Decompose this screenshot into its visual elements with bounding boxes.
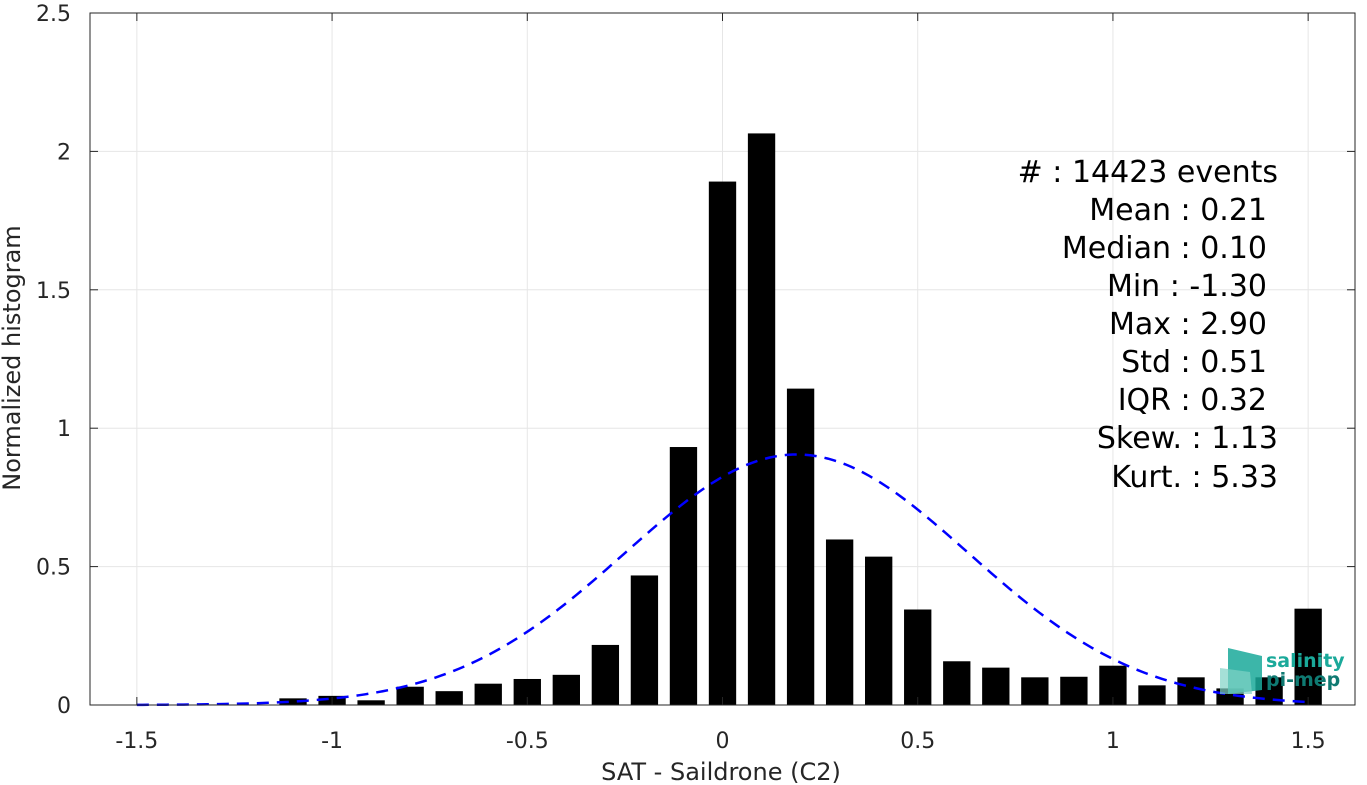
x-tick-label-4: 0.5 — [900, 729, 935, 754]
stats-box: # : 14423 events Mean : 0.21 Median : 0.… — [1018, 155, 1278, 495]
axis-ticks — [90, 12, 1355, 706]
y-axis-title: Normalized histogram — [0, 225, 26, 490]
histogram-bar-15 — [708, 181, 737, 706]
salinity-pimep-logo: salinity pi-mep — [1220, 648, 1345, 694]
histogram-bar-6 — [357, 700, 385, 705]
x-axis-title: SAT - Saildrone (C2) — [601, 758, 841, 785]
histogram-bar-26 — [1138, 685, 1166, 705]
histogram-bar-30 — [1294, 608, 1322, 705]
histogram-bar-21 — [943, 661, 971, 705]
histogram-bar-16 — [747, 133, 776, 705]
histogram-bar-19 — [865, 556, 893, 705]
histogram-bar-7 — [396, 686, 424, 705]
y-tick-labels: 0 0.5 1 1.5 2 2.5 — [36, 2, 71, 719]
y-tick-label-2: 1 — [57, 417, 71, 442]
stat-max: Max : 2.90 — [1109, 307, 1267, 342]
stat-kurt: Kurt. : 5.33 — [1111, 460, 1278, 495]
y-tick-label-5: 2.5 — [36, 2, 71, 27]
histogram-bar-14 — [669, 447, 698, 705]
histogram-bar-27 — [1177, 677, 1205, 705]
stat-median: Median : 0.10 — [1062, 231, 1267, 266]
logo-wave-shape-light — [1220, 668, 1252, 694]
histogram-bar-18 — [825, 539, 854, 705]
histogram-bar-22 — [982, 667, 1010, 705]
stat-iqr: IQR : 0.32 — [1118, 383, 1267, 418]
histogram-bar-13 — [630, 575, 659, 705]
histogram-bar-23 — [1021, 677, 1049, 705]
x-tick-label-6: 1.5 — [1291, 729, 1326, 754]
x-tick-labels: -1.5 -1 -0.5 0 0.5 1 1.5 — [115, 729, 1325, 754]
histogram-bar-20 — [904, 609, 932, 705]
histogram-bar-24 — [1060, 676, 1088, 705]
x-tick-label-2: -0.5 — [506, 729, 549, 754]
stat-mean: Mean : 0.21 — [1089, 193, 1267, 228]
histogram-bar-12 — [591, 644, 620, 705]
y-tick-label-1: 0.5 — [36, 556, 71, 581]
histogram-bar-4 — [279, 698, 307, 705]
logo-text-pimep: pi-mep — [1266, 669, 1340, 691]
stat-std: Std : 0.51 — [1121, 345, 1267, 380]
y-tick-label-0: 0 — [57, 694, 71, 719]
x-tick-label-3: 0 — [716, 729, 730, 754]
x-tick-label-0: -1.5 — [115, 729, 158, 754]
x-tick-label-5: 1 — [1106, 729, 1120, 754]
y-tick-label-3: 1.5 — [36, 279, 71, 304]
x-tick-label-1: -1 — [321, 729, 343, 754]
y-tick-label-4: 2 — [57, 140, 71, 165]
histogram-bar-17 — [786, 388, 815, 705]
histogram-bar-9 — [474, 683, 502, 705]
histogram-bar-11 — [552, 674, 580, 705]
histogram-bars — [201, 133, 1322, 706]
stat-min: Min : -1.30 — [1107, 269, 1267, 304]
logo-text-salinity: salinity — [1266, 650, 1345, 672]
stat-skew: Skew. : 1.13 — [1097, 421, 1278, 456]
stat-events: # : 14423 events — [1018, 155, 1278, 190]
histogram-bar-8 — [435, 691, 463, 705]
